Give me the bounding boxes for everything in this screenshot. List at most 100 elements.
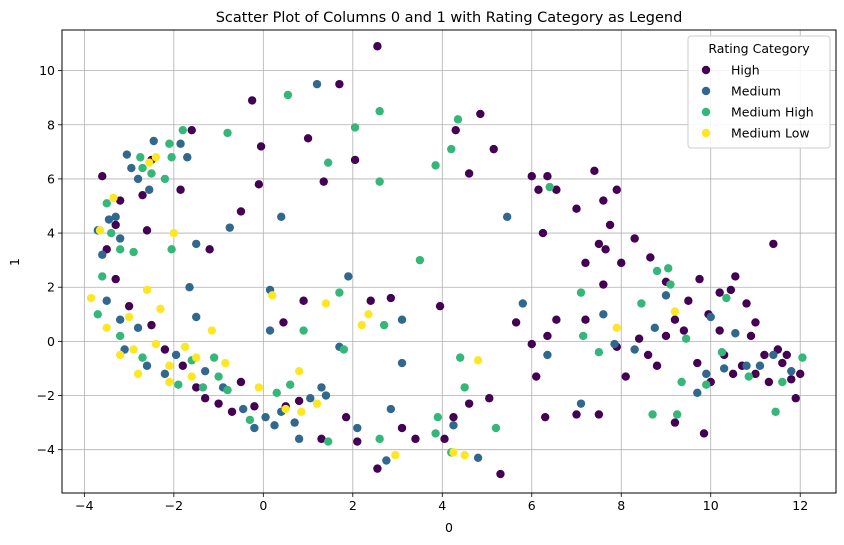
data-point: [455, 353, 465, 362]
data-point: [364, 310, 373, 319]
data-point: [98, 250, 107, 259]
data-point: [225, 223, 234, 232]
data-point: [612, 185, 621, 194]
data-point: [187, 125, 196, 135]
data-point: [451, 125, 460, 135]
y-tick-label: 8: [47, 117, 55, 132]
data-point: [109, 193, 118, 203]
data-point: [590, 166, 599, 175]
data-point: [431, 429, 440, 438]
data-point: [160, 369, 170, 379]
data-point: [375, 434, 384, 444]
legend-entry-label: Medium: [731, 84, 781, 99]
legend-box: [687, 35, 831, 149]
data-point: [169, 228, 179, 238]
data-point: [646, 253, 655, 262]
data-point: [277, 212, 286, 222]
data-point: [324, 437, 333, 446]
data-point: [449, 412, 458, 422]
data-point: [312, 79, 322, 89]
legend-entry-label: Medium High: [731, 105, 814, 120]
data-point: [485, 394, 494, 403]
data-point: [464, 169, 474, 178]
data-point: [183, 153, 192, 162]
data-point: [111, 220, 120, 230]
data-point: [791, 394, 800, 403]
data-point: [247, 96, 257, 105]
data-point: [192, 239, 201, 249]
y-tick-label: 10: [39, 63, 55, 78]
data-point: [693, 388, 702, 398]
legend-marker: [701, 65, 711, 75]
data-point: [353, 423, 362, 433]
data-point: [254, 383, 264, 392]
data-point: [341, 412, 351, 422]
data-point: [165, 139, 174, 148]
data-point: [661, 291, 671, 300]
data-point: [681, 334, 691, 343]
data-point: [171, 350, 181, 360]
data-point: [250, 402, 259, 411]
y-tick-label: −2: [37, 388, 55, 403]
y-tick-label: 4: [47, 226, 55, 241]
data-point: [115, 196, 125, 205]
data-point: [397, 423, 407, 433]
data-point: [312, 399, 322, 408]
data-point: [223, 128, 232, 138]
data-point: [433, 412, 443, 422]
data-point: [335, 79, 344, 89]
x-tick-label: −4: [75, 498, 93, 513]
data-point: [684, 296, 693, 305]
data-point: [621, 372, 630, 381]
data-point: [176, 139, 185, 148]
series-medium-low: [86, 153, 680, 460]
data-point: [661, 331, 671, 341]
data-point: [464, 399, 474, 408]
data-point: [176, 185, 185, 194]
data-point: [147, 320, 156, 330]
data-point: [742, 299, 751, 308]
legend-entry-label: Medium Low: [731, 126, 810, 141]
data-point: [581, 258, 590, 268]
data-point: [769, 239, 778, 249]
data-point: [670, 418, 680, 427]
data-point: [706, 312, 715, 322]
data-point: [375, 177, 384, 186]
data-point: [192, 383, 201, 392]
data-point: [115, 315, 125, 324]
data-point: [111, 274, 120, 284]
data-point: [149, 136, 158, 146]
y-tick-label: 2: [47, 280, 55, 295]
data-point: [124, 301, 134, 311]
data-point: [630, 345, 639, 354]
data-point: [160, 174, 170, 184]
data-point: [111, 212, 120, 222]
y-tick-label: −4: [37, 442, 55, 457]
data-point: [702, 369, 711, 379]
data-point: [511, 318, 521, 327]
data-point: [272, 388, 281, 398]
data-point: [129, 345, 138, 354]
data-point: [115, 245, 125, 254]
data-point: [447, 144, 456, 154]
data-point: [379, 320, 389, 330]
data-point: [366, 296, 375, 305]
data-point: [178, 361, 187, 370]
data-point: [102, 296, 111, 305]
data-point: [138, 353, 147, 362]
data-point: [127, 163, 136, 173]
data-point: [317, 383, 326, 392]
data-point: [715, 288, 724, 297]
data-point: [594, 348, 604, 357]
data-point: [324, 158, 333, 167]
data-point: [643, 350, 653, 360]
data-point: [760, 350, 769, 360]
data-point: [742, 361, 751, 370]
data-point: [321, 391, 331, 400]
data-point: [666, 280, 675, 289]
data-point: [435, 301, 445, 311]
data-point: [115, 350, 125, 360]
data-point: [151, 153, 161, 162]
data-point: [702, 380, 711, 389]
